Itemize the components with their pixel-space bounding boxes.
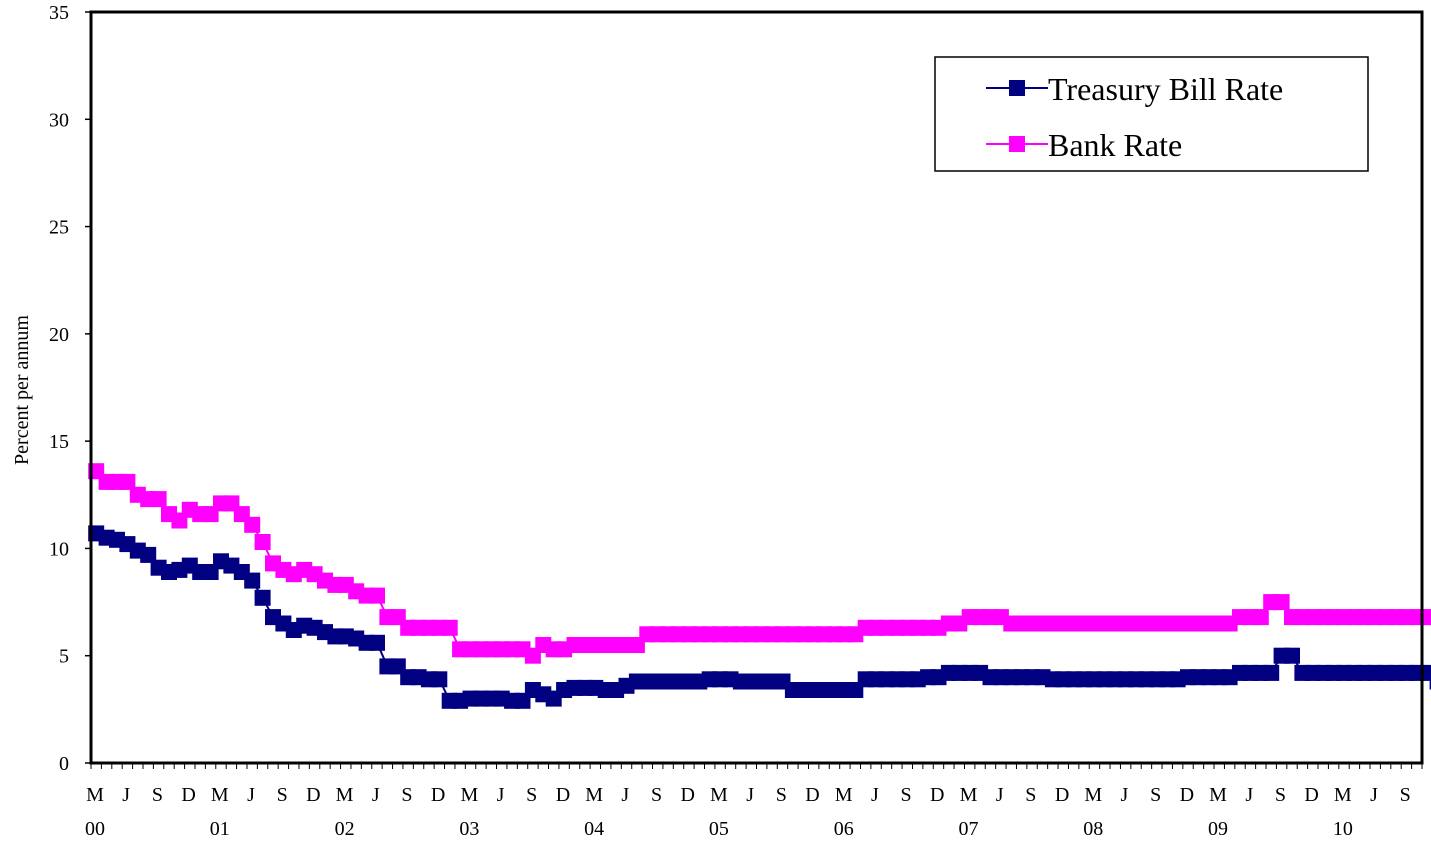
data-point: [119, 473, 136, 490]
data-point: [1429, 609, 1431, 626]
legend-label-bank-rate: Bank Rate: [1048, 127, 1182, 163]
x-tick-label: J: [1370, 784, 1378, 806]
x-tick-label: S: [401, 784, 412, 806]
x-tick-label: M: [585, 784, 603, 806]
x-tick-label: J: [1245, 784, 1253, 806]
x-tick-label: J: [497, 784, 505, 806]
plot-series: [88, 463, 1431, 709]
data-point: [244, 516, 261, 533]
x-tick-label: M: [336, 784, 354, 806]
x-tick-label: D: [930, 784, 944, 806]
x-year-label: 06: [834, 818, 854, 840]
x-year-label: 01: [210, 818, 230, 840]
data-point: [244, 572, 261, 589]
data-point: [1263, 664, 1280, 681]
x-year-label: 08: [1083, 818, 1103, 840]
x-tick-label: M: [460, 784, 478, 806]
x-tick-label: D: [306, 784, 320, 806]
x-tick-label: D: [1304, 784, 1318, 806]
x-tick-label: J: [746, 784, 754, 806]
y-tick-label: 0: [59, 753, 69, 775]
x-tick-label: D: [181, 784, 195, 806]
data-point: [441, 619, 458, 636]
x-tick-label: S: [1150, 784, 1161, 806]
legend-marker-bank-rate: [1009, 136, 1025, 152]
x-year-label: 05: [709, 818, 729, 840]
y-tick-label: 25: [49, 217, 69, 239]
x-tick-label: D: [431, 784, 445, 806]
x-tick-label: S: [1025, 784, 1036, 806]
x-tick-label: S: [776, 784, 787, 806]
x-tick-label: D: [680, 784, 694, 806]
data-point: [150, 491, 167, 508]
x-tick-label: J: [122, 784, 130, 806]
x-tick-label: S: [152, 784, 163, 806]
series-treasury-bill-rate: [88, 525, 1431, 709]
x-tick-label: M: [960, 784, 978, 806]
y-tick-label: 15: [49, 431, 69, 453]
data-point: [1284, 647, 1300, 664]
x-tick-label: M: [1084, 784, 1102, 806]
x-year-label: 09: [1208, 818, 1228, 840]
x-tick-label: M: [1334, 784, 1352, 806]
data-point: [1273, 594, 1290, 611]
x-tick-label: D: [1180, 784, 1194, 806]
data-point: [254, 534, 271, 550]
x-year-label: 00: [85, 818, 105, 840]
x-tick-label: S: [526, 784, 537, 806]
x-tick-label: S: [901, 784, 912, 806]
data-point: [369, 634, 385, 651]
x-tick-label: M: [211, 784, 229, 806]
x-tick-label: J: [621, 784, 629, 806]
data-point: [1419, 609, 1431, 626]
x-tick-label: J: [372, 784, 380, 806]
x-tick-label: J: [996, 784, 1004, 806]
series-bank-rate: [88, 463, 1431, 664]
x-tick-label: M: [1209, 784, 1227, 806]
legend-box: [934, 56, 1369, 172]
data-point: [140, 546, 157, 563]
x-tick-label: J: [871, 784, 879, 806]
data-point: [1252, 609, 1269, 626]
legend-label-treasury-bill-rate: Treasury Bill Rate: [1048, 71, 1283, 107]
x-tick-label: S: [277, 784, 288, 806]
y-tick-label: 35: [49, 2, 69, 24]
y-tick-label: 30: [49, 109, 69, 131]
x-year-label: 02: [335, 818, 355, 840]
y-tick-label: 10: [49, 538, 69, 560]
x-tick-label: D: [805, 784, 819, 806]
x-year-label: 03: [459, 818, 479, 840]
x-tick-label: D: [556, 784, 570, 806]
data-point: [1419, 664, 1431, 681]
x-tick-label: S: [1400, 784, 1411, 806]
legend-marker-treasury-bill-rate: [1009, 80, 1025, 96]
y-tick-label: 20: [49, 324, 69, 346]
x-tick-label: D: [1055, 784, 1069, 806]
plot-frame: [89, 10, 1424, 765]
x-tick-label: S: [651, 784, 662, 806]
x-tick-label: J: [247, 784, 255, 806]
y-tick-label: 5: [59, 646, 69, 668]
x-year-label: 07: [958, 818, 978, 840]
x-year-label: 04: [584, 818, 604, 840]
data-point: [369, 587, 385, 604]
x-tick-label: S: [1275, 784, 1286, 806]
x-tick-label: J: [1121, 784, 1129, 806]
x-tick-label: M: [86, 784, 104, 806]
x-year-label: 10: [1333, 818, 1353, 840]
legend: Treasury Bill Rate Bank Rate: [934, 56, 1369, 172]
x-tick-label: M: [835, 784, 853, 806]
data-point: [431, 671, 448, 688]
y-axis-label: Percent per annum: [11, 315, 33, 465]
y-axis-ticks: 0 5 10 15 20 25 30 35: [49, 2, 91, 775]
data-point: [254, 589, 271, 606]
data-point: [1429, 673, 1431, 690]
x-tick-label: M: [710, 784, 728, 806]
